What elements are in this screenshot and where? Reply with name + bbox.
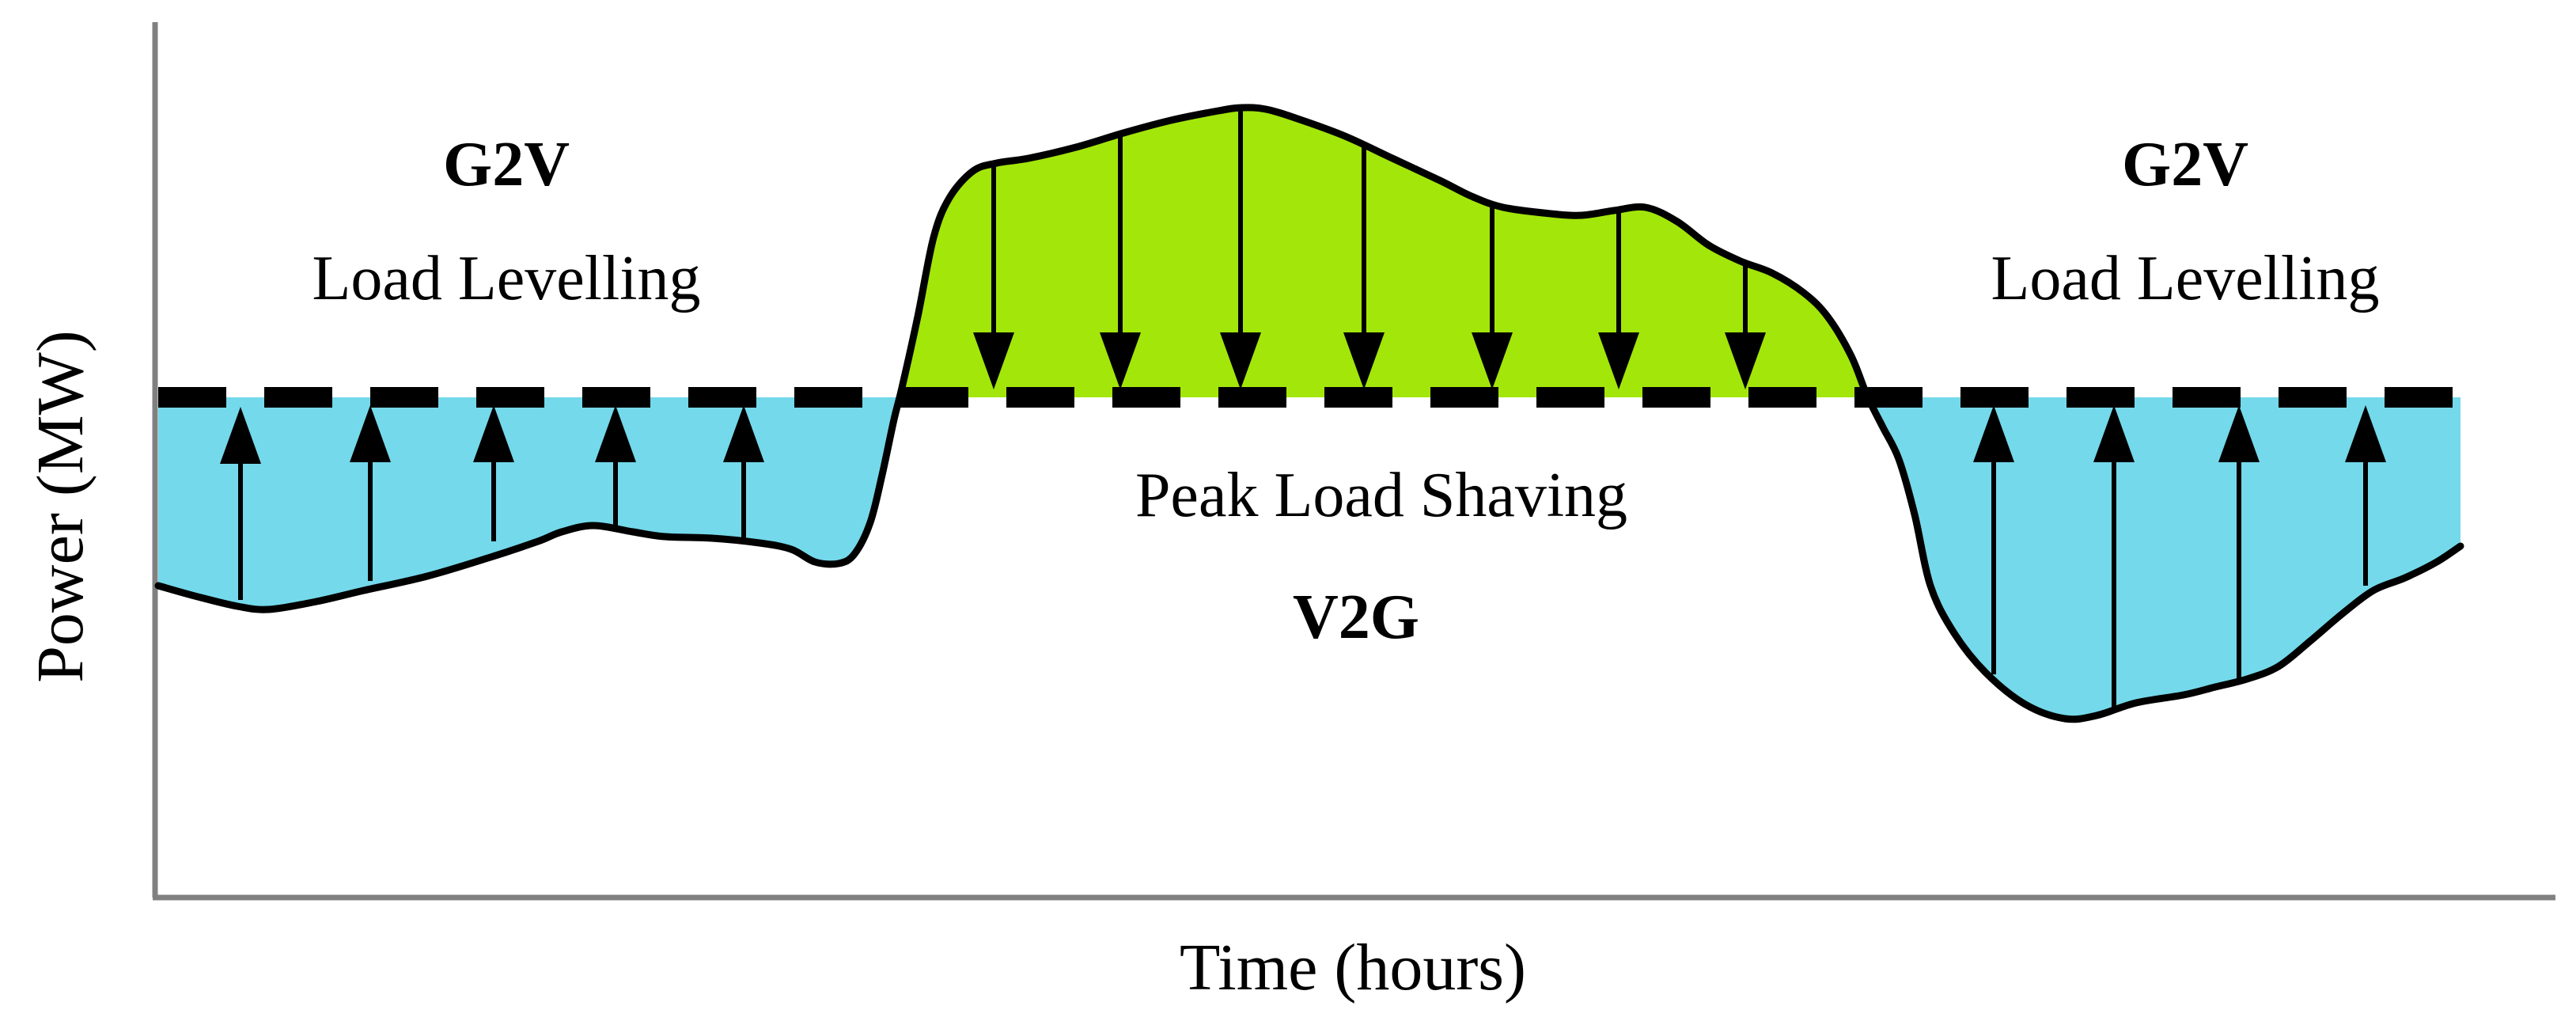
down-arrow-icon (1598, 332, 1639, 389)
valley-fill-area (158, 397, 2460, 719)
peak-fill-area (158, 107, 2460, 397)
up-arrow-icon (2345, 405, 2386, 462)
left-mode-label: G2V (443, 130, 570, 199)
down-arrow-icon (1343, 332, 1385, 389)
down-arrow-icon (1220, 332, 1261, 389)
down-arrow-icon (1725, 332, 1766, 389)
down-arrow-icon (973, 332, 1014, 389)
up-arrow-icon (350, 405, 391, 462)
right-description-label: Load Levelling (1991, 244, 2380, 313)
up-arrow-icon (595, 405, 636, 462)
up-arrow-icon (2093, 405, 2135, 462)
up-arrow-icon (220, 407, 261, 464)
up-arrow-icon (723, 405, 764, 462)
right-mode-label: G2V (2122, 130, 2248, 199)
up-arrow-icon (1973, 405, 2014, 462)
left-description-label: Load Levelling (313, 244, 701, 313)
center-description-label: Peak Load Shaving (1135, 461, 1627, 530)
up-arrow-icon (2218, 405, 2260, 462)
x-axis-label: Time (hours) (1180, 931, 1526, 1004)
center-mode-label: V2G (1293, 583, 1419, 652)
arrows-group (220, 109, 2386, 709)
up-arrow-icon (473, 405, 514, 462)
load-curve (154, 104, 2464, 723)
down-arrow-icon (1100, 332, 1141, 389)
down-arrow-icon (1472, 332, 1513, 389)
y-axis-label: Power (MW) (24, 330, 97, 683)
